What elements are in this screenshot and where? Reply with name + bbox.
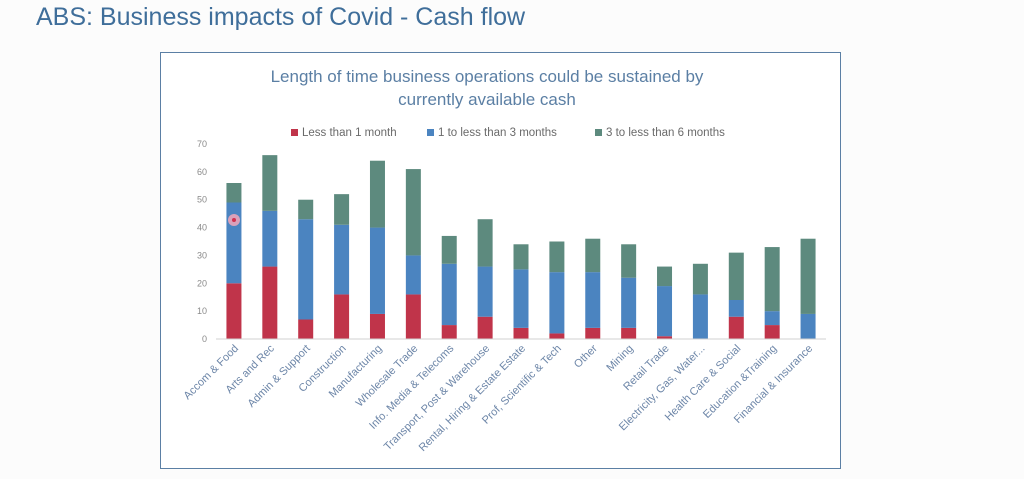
bar-segment [441,263,457,326]
bar-segment [728,300,744,317]
bar-segment [298,319,314,339]
x-tick-label: Other [572,342,600,370]
bar-segment [549,241,565,273]
bar-segment [369,227,385,314]
bar-segment [513,244,529,270]
cursor-indicator [228,214,240,226]
y-tick-label: 60 [197,167,207,177]
y-tick-label: 20 [197,278,207,288]
bar-segment [441,325,457,339]
bar-segment [764,247,780,312]
bar-segment [621,327,637,339]
bar-segment [405,294,421,339]
x-tick-label: Wholesale Trade [354,343,421,410]
bar-segment [800,313,816,339]
legend-label: 1 to less than 3 months [438,127,557,139]
bar-segment [764,325,780,339]
bar-segment [549,333,565,339]
bar-segment [549,272,565,334]
bar-segment [657,286,673,337]
bar-segment [262,266,278,339]
bar-segment [298,219,314,320]
bar-segment [477,219,493,267]
bar-segment [513,327,529,339]
bar-segment [692,263,708,295]
legend-swatch [595,129,602,136]
bar-segment [692,294,708,339]
y-tick-label: 10 [197,306,207,316]
legend-swatch [291,129,298,136]
chart-title-line-1: Length of time business operations could… [271,67,704,86]
bar-segment [262,155,278,211]
y-axis: 0 10 20 30 40 50 60 70 [197,139,207,344]
chart-title-line-2: currently available cash [398,90,576,109]
bar-segment [621,277,637,328]
bar-segment [226,183,242,203]
y-tick-label: 70 [197,139,207,149]
legend-swatch [427,129,434,136]
x-tick-label: Admin & Support [246,343,313,410]
bar-segment [369,313,385,339]
legend: Less than 1 month 1 to less than 3 months… [291,127,725,139]
bar-segment [513,269,529,328]
bar-segment [441,235,457,264]
y-tick-label: 0 [202,334,207,344]
y-tick-label: 50 [197,195,207,205]
bar-segment [585,327,601,339]
legend-label: Less than 1 month [302,127,397,139]
bar-segment [334,194,350,225]
bar-segment [657,336,673,339]
bar-segment [334,294,350,339]
bar-segment [262,210,278,267]
bar-segment [585,238,601,273]
bar-segment [728,316,744,339]
stacked-bar-chart: Length of time business operations could… [182,67,826,454]
bar-segment [369,160,385,228]
bar-segment [621,244,637,278]
bar-segment [800,238,816,314]
x-tick-label: Mining [604,343,635,374]
bar-segment [405,255,421,295]
bar-segment [585,272,601,328]
bar-segment [477,266,493,317]
bar-segment [657,266,673,287]
cursor-dot [232,218,236,222]
bars [226,155,816,339]
bar-segment [764,311,780,326]
legend-label: 3 to less than 6 months [606,127,725,139]
slide-title: ABS: Business impacts of Covid - Cash fl… [36,3,526,31]
bar-segment [226,283,242,339]
bar-segment [477,316,493,339]
bar-segment [405,169,421,256]
bar-segment [298,199,314,220]
y-tick-label: 30 [197,250,207,260]
chart-frame: Length of time business operations could… [160,52,841,469]
bar-segment [728,252,744,300]
y-tick-label: 40 [197,223,207,233]
bar-segment [334,224,350,295]
